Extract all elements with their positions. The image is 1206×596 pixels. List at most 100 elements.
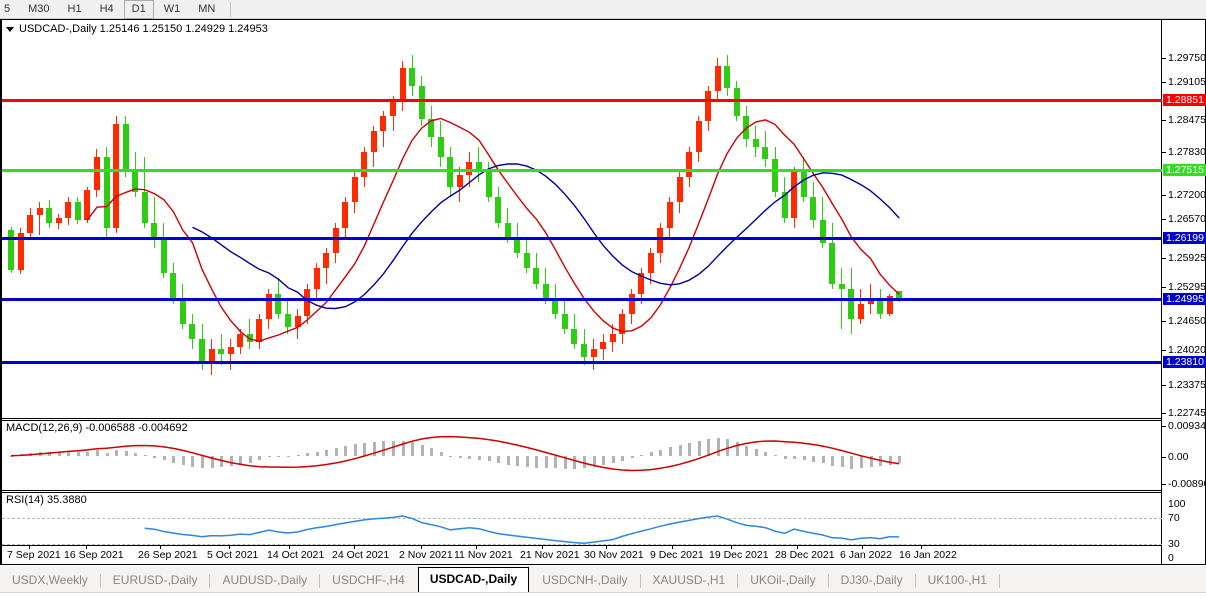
candle-body (590, 349, 597, 357)
candle-wick (144, 156, 145, 228)
macd-histogram-bar (898, 455, 901, 464)
symbol-tab-usdcnh-daily[interactable]: USDCNH-,Daily (542, 573, 628, 587)
macd-histogram-bar (402, 440, 405, 456)
candle-body (189, 324, 196, 340)
chart-area[interactable]: USDCAD-,Daily 1.25146 1.25150 1.24929 1.… (0, 19, 1206, 565)
date-tick (160, 546, 161, 549)
candle-body (170, 273, 177, 299)
price-level-label-1.24995[interactable]: 1.24995 (1163, 293, 1206, 305)
tab-divider (737, 574, 739, 588)
candle-body (619, 313, 626, 335)
symbol-tab-xauusd-h1[interactable]: XAUUSD-,H1 (652, 573, 726, 587)
candle-body (332, 227, 339, 254)
timeframe-button-w1[interactable]: W1 (163, 2, 181, 15)
candle-body (447, 156, 454, 188)
symbol-tab-usdchf-h4[interactable]: USDCHF-,H4 (332, 573, 405, 587)
macd-histogram-bar (497, 455, 500, 464)
price-level-line-1.27515[interactable] (2, 169, 1162, 172)
macd-histogram-bar (707, 439, 710, 456)
candle-body (409, 68, 416, 86)
candle-body (581, 344, 587, 357)
macd-histogram-bar (430, 448, 433, 456)
price-level-line-1.24995[interactable] (2, 298, 1162, 301)
tab-divider-end (998, 574, 1000, 588)
price-level-line-1.28851[interactable] (2, 99, 1162, 102)
macd-histogram-bar (822, 455, 825, 464)
macd-histogram-bar (134, 452, 137, 456)
candle-body (533, 268, 540, 284)
candle-wick (39, 202, 40, 236)
symbol-tab-uk100-h1[interactable]: UK100-,H1 (927, 573, 987, 587)
price-level-label-1.28851[interactable]: 1.28851 (1163, 94, 1206, 106)
rsi-line (144, 515, 900, 545)
price-plot[interactable]: USDCAD-,Daily 1.25146 1.25150 1.24929 1.… (2, 20, 1162, 564)
time-axis[interactable]: 7 Sep 2021 16 Sep 2021 26 Sep 2021 5 Oct 20… (2, 545, 1162, 563)
price-level-label-1.27515[interactable]: 1.27515 (1163, 164, 1206, 176)
macd-histogram-bar (526, 455, 529, 467)
tab-divider (319, 574, 321, 588)
moving-average-overlays (86, 117, 900, 342)
candle-body (380, 116, 387, 132)
timeframe-button-d1[interactable]: D1 (123, 0, 154, 19)
candle-body (342, 202, 349, 228)
candle-body (151, 222, 158, 238)
candle-body (695, 121, 702, 152)
price-tick (1162, 350, 1166, 351)
candle-body (179, 298, 186, 325)
candle-body (781, 192, 788, 218)
date-tick (86, 546, 87, 549)
macd-histogram-bar (593, 455, 596, 468)
macd-histogram-bar (172, 455, 175, 464)
macd-histogram-bar (803, 455, 806, 461)
price-level-label-1.26199[interactable]: 1.26199 (1163, 232, 1206, 244)
timeframe-button-h4[interactable]: H4 (99, 2, 114, 15)
rsi-tick-label: 70 (1168, 512, 1180, 524)
macd-histogram-bar (163, 455, 166, 461)
price-level-line-1.23810[interactable] (2, 361, 1162, 364)
macd-histogram-bar (889, 455, 892, 465)
macd-histogram-bar (392, 441, 395, 456)
macd-histogram-bar (96, 450, 99, 456)
price-tick-label: 1.22745 (1168, 407, 1206, 419)
date-tick (862, 546, 863, 549)
macd-histogram-bar (316, 451, 319, 456)
candle-body (84, 189, 91, 220)
macd-histogram-bar (764, 451, 767, 456)
date-axis-label: 24 Oct 2021 (332, 549, 390, 561)
collapse-triangle-icon[interactable] (6, 26, 14, 32)
symbol-tab-bar[interactable]: USDX,Weekly EURUSD-,Daily AUDUSD-,Daily USD… (0, 565, 1206, 596)
price-level-line-1.26199[interactable] (2, 237, 1162, 240)
symbol-tab-usdcad-daily[interactable]: USDCAD-,Daily (417, 567, 530, 595)
candle-body (571, 329, 578, 345)
candle-body (122, 123, 129, 173)
candle-body (475, 161, 482, 172)
macd-histogram-bar (631, 455, 634, 458)
macd-histogram-bar (468, 455, 471, 459)
rsi-level-30 (2, 544, 1162, 545)
symbol-tab-usdx-weekly[interactable]: USDX,Weekly (12, 573, 88, 587)
ma-slow-line (192, 163, 900, 310)
price-axis[interactable]: 1.29750 1.29105 1.28475 1.27830 1.27200 1.265… (1161, 20, 1206, 564)
macd-histogram-bar (306, 453, 309, 456)
macd-histogram-bar (230, 455, 233, 467)
candle-body (791, 172, 798, 218)
symbol-tab-ukoil-daily[interactable]: UKOil-,Daily (750, 573, 816, 587)
timeframe-button-m30[interactable]: M30 (28, 2, 50, 15)
macd-histogram-bar (784, 455, 787, 459)
macd-histogram-bar (870, 455, 873, 468)
candle-body (848, 288, 855, 319)
symbol-tab-dj30-daily[interactable]: DJ30-,Daily (840, 573, 903, 587)
macd-histogram-bar (573, 455, 576, 469)
timeframe-button-mn[interactable]: MN (198, 2, 216, 15)
timeframe-button-h1[interactable]: H1 (67, 2, 82, 15)
macd-histogram-bar (698, 440, 701, 456)
price-level-label-1.23810[interactable]: 1.23810 (1163, 356, 1206, 368)
symbol-tab-eurusd-daily[interactable]: EURUSD-,Daily (112, 573, 198, 587)
symbol-header[interactable]: USDCAD-,Daily 1.25146 1.25150 1.24929 1.… (6, 23, 268, 35)
macd-histogram-bar (373, 441, 376, 456)
macd-histogram-bar (669, 446, 672, 456)
symbol-tab-audusd-daily[interactable]: AUDUSD-,Daily (222, 573, 308, 587)
candle-body (55, 217, 62, 223)
timeframe-button-5[interactable]: 5 (4, 2, 11, 15)
